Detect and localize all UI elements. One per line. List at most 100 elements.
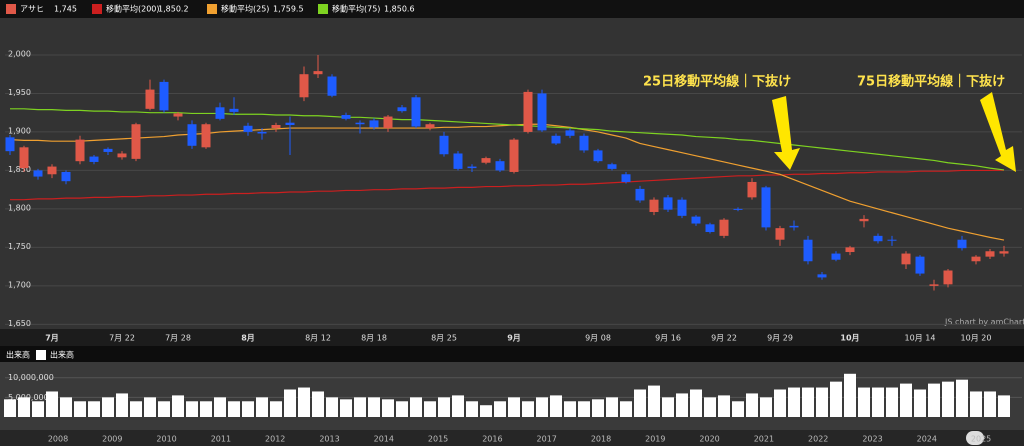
volume-bar <box>802 387 814 417</box>
volume-bar <box>564 401 576 417</box>
candle-body <box>243 125 253 132</box>
scrollbar-label: 2009 <box>102 435 122 444</box>
volume-bar <box>312 391 324 417</box>
annotation: 75日移動平均線｜下抜け <box>857 74 1005 90</box>
volume-bar <box>256 397 268 417</box>
volume-bar <box>466 401 478 417</box>
candle-body <box>957 239 967 249</box>
volume-bar <box>242 401 254 417</box>
volume-bar <box>396 401 408 417</box>
legend-value: 1,759.5 <box>273 5 304 14</box>
candle-body <box>775 228 785 240</box>
x-tick-label: 8月 <box>241 334 255 343</box>
candle-body <box>411 97 421 127</box>
volume-bar <box>858 387 870 417</box>
x-tick-label: 9月 16 <box>655 334 681 343</box>
volume-bar <box>340 399 352 417</box>
candle-body <box>845 247 855 253</box>
candle-body <box>747 181 757 198</box>
candle-body <box>537 93 547 131</box>
y-tick-label: 1,950 <box>8 88 31 97</box>
volume-bar <box>536 397 548 417</box>
x-tick-label: 8月 18 <box>361 334 387 343</box>
plot: 1,650 1,700 1,750 1,800 1,850 1,900 1,950 2,000… <box>4 49 1022 444</box>
candle-body <box>453 153 463 169</box>
volume-bar <box>228 401 240 417</box>
candle-body <box>705 224 715 233</box>
volume-bar <box>382 399 394 417</box>
x-axis-band <box>0 329 1024 346</box>
volume-bar <box>634 389 646 417</box>
x-tick-label: 7月 <box>45 334 59 343</box>
scrollbar-label: 2021 <box>754 435 774 444</box>
legend: アサヒ 1,745 移動平均(200)1,850.2 移動平均(25) 1,759.5 移… <box>6 4 415 14</box>
y-tick-label: 1,700 <box>8 280 31 289</box>
legend-value: 1,850.2 <box>158 5 189 14</box>
candle-body <box>789 225 799 228</box>
volume-area <box>0 362 1024 430</box>
volume-bar <box>732 401 744 417</box>
candle-body <box>943 270 953 285</box>
volume-bar <box>424 401 436 417</box>
scrollbar-label: 2014 <box>374 435 394 444</box>
scrollbar-label: 2024 <box>917 435 937 444</box>
volume-bar <box>928 383 940 417</box>
volume-bar <box>956 379 968 417</box>
volume-bar <box>438 397 450 417</box>
scrollbar[interactable] <box>0 430 1024 446</box>
volume-bar <box>578 401 590 417</box>
volume-bar <box>494 401 506 417</box>
volume-bar <box>452 395 464 417</box>
candle-body <box>425 124 435 129</box>
candle-body <box>495 161 505 171</box>
x-tick-label: 10月 <box>840 334 859 343</box>
volume-bar <box>522 401 534 417</box>
candle-body <box>271 125 281 129</box>
volume-bar <box>746 393 758 417</box>
volume-bar <box>774 389 786 417</box>
candle-body <box>117 153 127 158</box>
candle-body <box>159 81 169 111</box>
candle-body <box>677 199 687 216</box>
volume-bar <box>116 393 128 417</box>
annotation: 25日移動平均線｜下抜け <box>643 74 791 90</box>
volume-bar <box>4 399 16 417</box>
volume-bar <box>368 397 380 417</box>
scrollbar-grip[interactable] <box>966 431 984 445</box>
volume-title: 出来高 <box>6 350 30 360</box>
volume-bar <box>102 397 114 417</box>
scrollbar-label: 2010 <box>156 435 176 444</box>
scrollbar-label: 2018 <box>591 435 611 444</box>
x-tick-label: 9月 29 <box>767 334 793 343</box>
volume-bar <box>508 397 520 417</box>
volume-legend-bar <box>0 346 1024 362</box>
volume-bar <box>326 397 338 417</box>
candle-body <box>467 166 477 169</box>
volume-bar <box>88 401 100 417</box>
legend-label: 移動平均(75) <box>332 4 380 14</box>
scrollbar-label: 2015 <box>428 435 448 444</box>
candle-body <box>649 199 659 212</box>
x-tick-label: 7月 28 <box>165 334 191 343</box>
volume-bar <box>648 385 660 417</box>
scrollbar-label: 2022 <box>808 435 828 444</box>
candle-body <box>803 239 813 262</box>
volume-bar <box>354 397 366 417</box>
y-tick-label: 1,800 <box>8 203 31 212</box>
candle-body <box>593 150 603 162</box>
volume-bar <box>900 383 912 417</box>
volume-bar <box>998 395 1010 417</box>
candle-body <box>691 216 701 224</box>
y-tick-label: 1,650 <box>8 319 31 328</box>
x-tick-label: 7月 22 <box>109 334 135 343</box>
candle-body <box>145 89 155 109</box>
candle-body <box>579 135 589 151</box>
candle-body <box>173 113 183 117</box>
y-tick-label: 1,850 <box>8 165 31 174</box>
volume-bar <box>830 381 842 417</box>
candle-body <box>873 235 883 242</box>
x-tick-label: 9月 22 <box>711 334 737 343</box>
candle-body <box>523 91 533 132</box>
candle-body <box>817 274 827 278</box>
